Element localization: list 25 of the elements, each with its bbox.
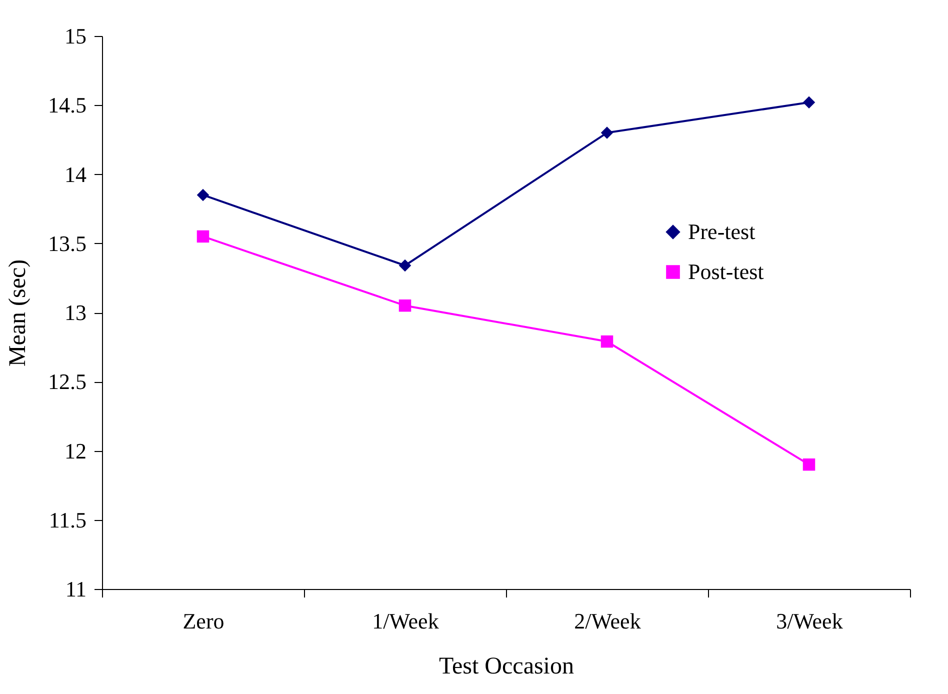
x-tick-label: 3/Week bbox=[776, 608, 843, 634]
y-tick-label: 13 bbox=[64, 300, 86, 325]
y-tick-label: 15 bbox=[64, 24, 86, 48]
point bbox=[398, 299, 412, 312]
x-axis-title: Test Occasion bbox=[439, 654, 574, 680]
point bbox=[600, 126, 614, 139]
y-tick-label: 11 bbox=[65, 576, 86, 602]
legend-label: Post-test bbox=[688, 259, 764, 284]
y-axis-title: Mean (sec) bbox=[5, 259, 31, 367]
y-tick-label: 12.5 bbox=[48, 369, 86, 394]
y-tick-label: 12 bbox=[64, 438, 86, 464]
y-tick-label: 13.5 bbox=[48, 230, 86, 256]
y-tick-label: 14.5 bbox=[48, 92, 86, 118]
x-tick-label: 2/Week bbox=[574, 608, 641, 634]
point bbox=[196, 230, 210, 243]
x-tick-label: 1/Week bbox=[372, 608, 439, 634]
point bbox=[802, 96, 816, 108]
point bbox=[196, 188, 210, 202]
legend-label: Pre-test bbox=[688, 219, 756, 244]
point bbox=[600, 335, 614, 348]
y-tick-label: 14 bbox=[64, 162, 86, 187]
y-tick-label: 11.5 bbox=[48, 507, 86, 532]
point bbox=[398, 259, 412, 272]
point bbox=[802, 458, 816, 471]
x-tick-label: Zero bbox=[182, 608, 224, 634]
